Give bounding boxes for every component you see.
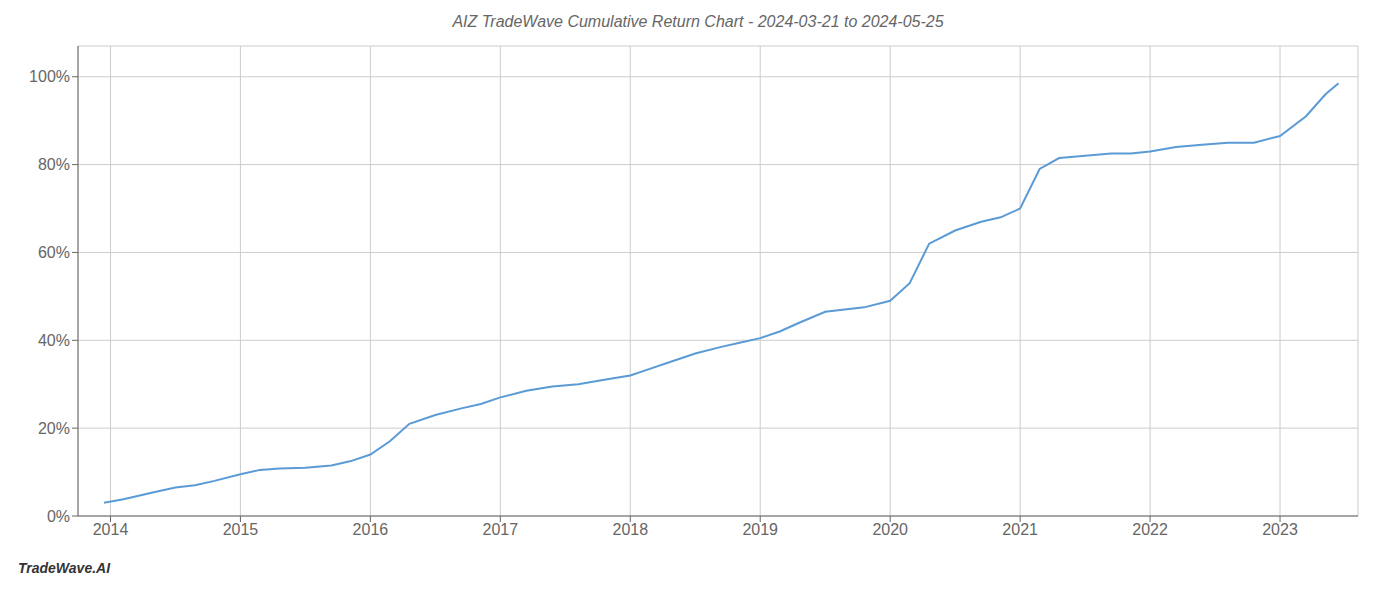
svg-text:2020: 2020 <box>872 521 908 538</box>
svg-text:2016: 2016 <box>353 521 389 538</box>
html-text:AIZ TradeWave Cumulative Retur: AIZ TradeWave Cumulative Return Chart - … <box>452 13 944 30</box>
svg-text:2019: 2019 <box>742 521 778 538</box>
svg-text:2021: 2021 <box>1002 521 1038 538</box>
svg-text:40%: 40% <box>38 332 70 349</box>
html-text:TradeWave.AI: TradeWave.AI <box>18 560 111 576</box>
svg-text:100%: 100% <box>29 68 70 85</box>
svg-text:20%: 20% <box>38 420 70 437</box>
svg-text:60%: 60% <box>38 244 70 261</box>
svg-text:2023: 2023 <box>1262 521 1298 538</box>
svg-text:2022: 2022 <box>1132 521 1168 538</box>
svg-text:2017: 2017 <box>483 521 519 538</box>
svg-text:2015: 2015 <box>223 521 259 538</box>
svg-text:0%: 0% <box>47 508 70 525</box>
svg-text:2018: 2018 <box>612 521 648 538</box>
svg-text:2014: 2014 <box>93 521 129 538</box>
svg-text:80%: 80% <box>38 156 70 173</box>
